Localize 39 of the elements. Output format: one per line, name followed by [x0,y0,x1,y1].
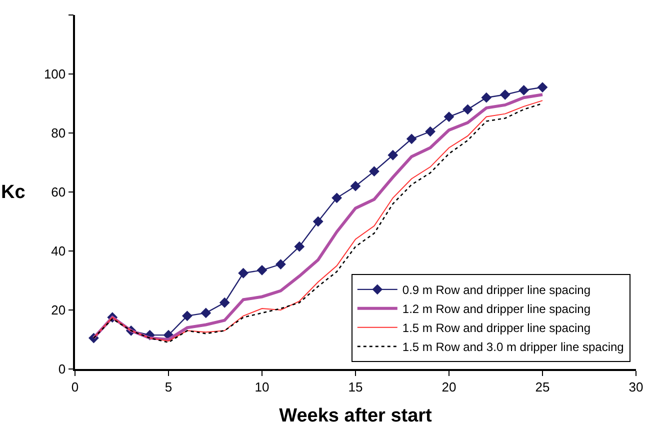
x-tick-label: 15 [348,379,363,394]
point [406,134,417,144]
point [444,112,454,122]
point [388,150,398,160]
point [425,126,436,137]
y-axis-title: Kc [1,182,26,203]
point [537,82,548,92]
point [500,89,510,100]
point [350,180,361,192]
point [369,166,380,177]
legend-label: 1.5 m Row and 3.0 m dripper line spacing [402,340,624,354]
x-tick-label: 0 [71,379,79,394]
point [312,216,324,227]
y-tick-label: 40 [51,244,66,259]
point [182,310,192,322]
y-tick-label: 60 [51,184,66,200]
point [276,259,286,270]
point [256,264,268,276]
x-tick-label: 5 [164,379,172,394]
x-axis-title: Weeks after start [279,406,433,427]
x-tick-label: 25 [535,379,550,394]
y-tick-label: 80 [51,126,66,141]
point [219,297,230,308]
legend-label: 0.9 m Row and dripper line spacing [402,283,590,298]
legend-label: 1.5 m Row and dripper line spacing [402,321,590,336]
point [481,92,492,103]
point [332,192,342,204]
legend-label: 1.2 m Row and dripper line spacing [402,302,590,316]
y-tick-label: 100 [44,66,66,82]
y-tick-label: 20 [51,302,66,318]
point [462,104,473,115]
x-tick-label: 10 [254,379,270,394]
point [238,268,248,278]
x-tick-label: 20 [442,379,456,394]
y-tick-label: 0 [58,362,66,377]
point [200,308,212,318]
point [518,85,529,96]
x-tick-label: 30 [628,379,644,394]
point [294,241,305,252]
